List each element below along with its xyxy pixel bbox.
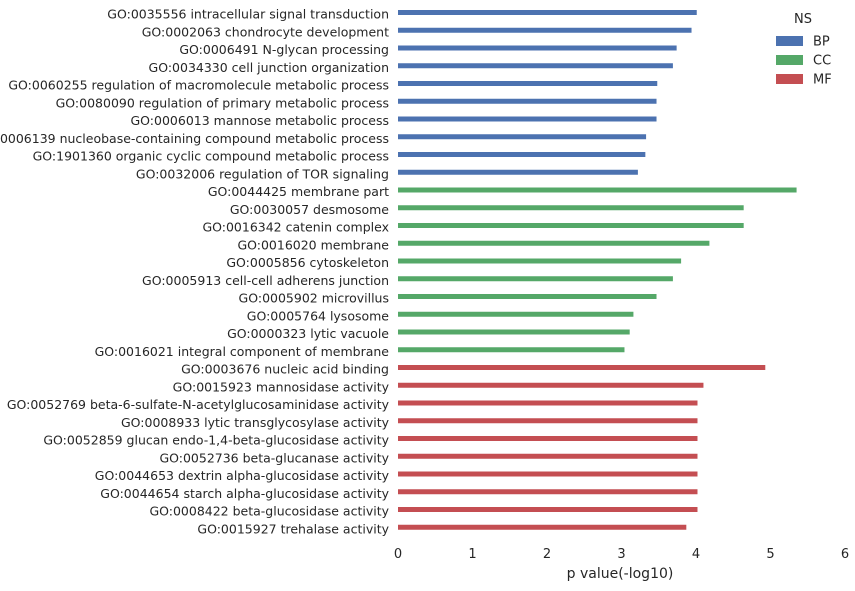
bar-mf <box>398 524 687 530</box>
bar-cc <box>398 347 625 353</box>
bar-mf <box>398 507 698 512</box>
legend-title: NS <box>794 12 812 27</box>
y-tick-label: GO:0008422 beta-glucosidase activity <box>149 504 389 519</box>
bar-cc <box>398 240 710 246</box>
bar-bp <box>398 63 673 69</box>
y-tick-label: GO:1901360 organic cyclic compound metab… <box>33 149 389 164</box>
bar-bp <box>398 152 646 157</box>
y-tick-label: GO:0003676 nucleic acid binding <box>181 362 389 377</box>
legend-swatch-bp <box>776 36 803 46</box>
legend-label-cc: CC <box>813 54 831 69</box>
bar-cc <box>398 258 682 264</box>
y-tick-label: GO:0005902 microvillus <box>239 291 389 306</box>
bar-mf <box>398 436 698 441</box>
bar-bp <box>398 134 647 140</box>
y-tick-label: GO:0052736 beta-glucanase activity <box>159 450 389 465</box>
x-tick-label: 2 <box>543 547 551 562</box>
x-tick-label: 1 <box>468 547 476 562</box>
y-tick-labels: GO:0035556 intracellular signal transduc… <box>0 7 390 537</box>
x-tick-label: 3 <box>617 547 625 562</box>
y-tick-label: GO:0005913 cell-cell adherens junction <box>142 273 389 288</box>
bar-bp <box>398 116 657 122</box>
bar-mf <box>398 365 766 370</box>
x-tick-label: 4 <box>692 547 700 562</box>
legend-swatch-mf <box>776 74 803 84</box>
bar-bp <box>398 45 677 51</box>
y-tick-label: GO:0044654 starch alpha-glucosidase acti… <box>100 486 389 501</box>
y-tick-label: GO:0008933 lytic transglycosylase activi… <box>121 415 390 430</box>
y-tick-label: GO:0005764 lysosome <box>247 308 390 323</box>
bar-bp <box>398 169 638 175</box>
bar-mf <box>398 400 698 406</box>
x-tick-label: 0 <box>394 547 402 562</box>
y-tick-label: GO:0034330 cell junction organization <box>149 60 389 75</box>
y-tick-label: GO:0032006 regulation of TOR signaling <box>136 166 389 181</box>
y-tick-label: GO:0044653 dextrin alpha-glucosidase act… <box>95 468 390 483</box>
y-tick-label: GO:0000323 lytic vacuole <box>227 326 389 341</box>
y-tick-label: GO:0005856 cytoskeleton <box>226 255 389 270</box>
bar-bp <box>398 10 697 15</box>
bar-cc <box>398 311 634 317</box>
y-tick-label: GO:0060255 regulation of macromolecule m… <box>8 78 389 93</box>
bar-bp <box>398 27 692 33</box>
bars-layer <box>398 10 797 530</box>
y-tick-label: GO:0080090 regulation of primary metabol… <box>56 95 389 110</box>
y-tick-label: GO:0016021 integral component of membran… <box>95 344 390 359</box>
x-tick-label: 6 <box>841 547 849 562</box>
x-axis-label: p value(-log10) <box>567 566 674 582</box>
bar-cc <box>398 187 797 193</box>
legend-swatch-cc <box>776 55 803 65</box>
y-tick-label: GO:0016342 catenin complex <box>202 220 389 235</box>
y-tick-label: GO:0006139 nucleobase-containing compoun… <box>0 131 389 146</box>
bar-mf <box>398 489 698 495</box>
x-tick-label: 5 <box>766 547 774 562</box>
bar-bp <box>398 81 658 86</box>
bar-cc <box>398 205 744 211</box>
legend-label-mf: MF <box>813 73 832 88</box>
y-tick-label: GO:0044425 membrane part <box>208 184 389 199</box>
bar-mf <box>398 418 698 424</box>
y-tick-label: GO:0030057 desmosome <box>230 202 389 217</box>
y-tick-label: GO:0006491 N-glycan processing <box>179 42 389 57</box>
y-tick-label: GO:0035556 intracellular signal transduc… <box>107 7 389 22</box>
bar-bp <box>398 98 657 104</box>
x-tick-labels: 0 1 2 3 4 5 6 <box>394 547 849 562</box>
y-tick-label: GO:0006013 mannose metabolic process <box>130 113 389 128</box>
bar-cc <box>398 329 630 335</box>
y-tick-label: GO:0015927 trehalase activity <box>197 521 389 536</box>
y-tick-label: GO:0002063 chondrocyte development <box>142 24 389 39</box>
bar-mf <box>398 382 704 388</box>
y-tick-label: GO:0052859 glucan endo-1,4-beta-glucosid… <box>43 433 389 448</box>
y-tick-label: GO:0052769 beta-6-sulfate-N-acetylglucos… <box>7 397 390 412</box>
bar-mf <box>398 471 698 477</box>
bar-mf <box>398 453 698 459</box>
y-tick-label: GO:0016020 membrane <box>237 237 389 252</box>
y-tick-label: GO:0015923 mannosidase activity <box>173 379 390 394</box>
bar-cc <box>398 223 744 228</box>
bar-cc <box>398 276 673 282</box>
bar-cc <box>398 294 657 299</box>
legend-label-bp: BP <box>813 35 830 50</box>
